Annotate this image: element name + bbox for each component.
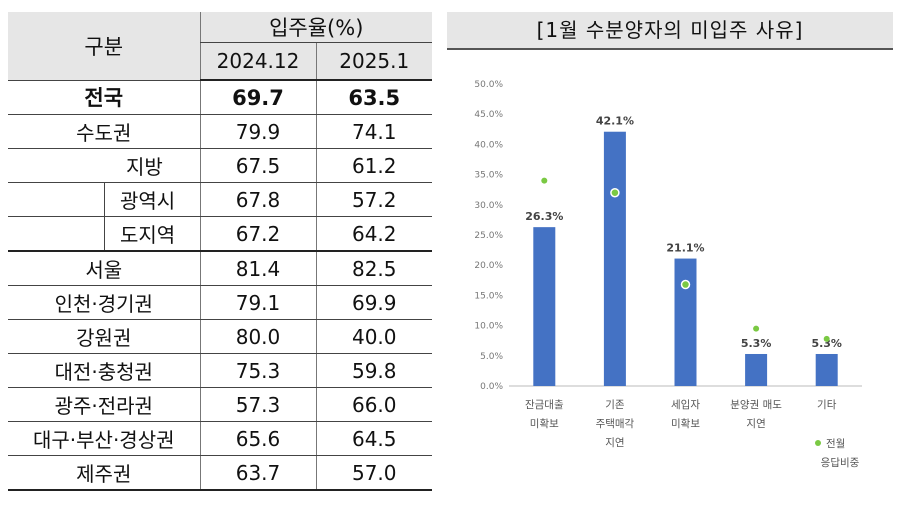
row-label: 대전·충청권 bbox=[8, 353, 200, 388]
prev-month-marker bbox=[823, 335, 830, 342]
row-value-curr: 74.1 bbox=[315, 114, 432, 149]
row-value-curr: 59.8 bbox=[315, 353, 432, 388]
row-value-prev: 79.1 bbox=[199, 285, 316, 320]
occupancy-rate-table: 구분 입주율(%) 2024.12 2025.1 전국 69.7 63.5 수도… bbox=[8, 12, 432, 491]
data-label: 21.1% bbox=[666, 242, 704, 255]
chart-title: [1월 수분양자의 미입주 사유] bbox=[447, 12, 893, 50]
y-tick-label: 50.0% bbox=[474, 80, 503, 90]
category-label: 미확보 bbox=[530, 417, 559, 430]
row-label: 광역시 bbox=[120, 189, 176, 213]
prev-month-marker bbox=[753, 325, 760, 332]
table-row-provinces: 지방 67.5 61.2 bbox=[8, 148, 432, 183]
non-occupancy-reasons-chart: [1월 수분양자의 미입주 사유] 0.0% 5.0% 10.0% 15.0% 20.0… bbox=[447, 12, 893, 500]
row-value-prev: 79.9 bbox=[199, 114, 316, 149]
occupancy-table-container: 구분 입주율(%) 2024.12 2025.1 전국 69.7 63.5 수도… bbox=[8, 12, 432, 491]
row-value-curr: 40.0 bbox=[315, 319, 432, 354]
table-row-gwangju-jeolla: 광주·전라권 57.3 66.0 bbox=[8, 387, 432, 422]
row-value-prev: 57.3 bbox=[199, 387, 316, 422]
row-label: 인천·경기권 bbox=[8, 285, 200, 320]
row-value-curr: 64.2 bbox=[315, 216, 432, 252]
row-label: 전국 bbox=[8, 80, 200, 115]
y-tick-label: 30.0% bbox=[474, 201, 503, 211]
row-value-prev: 75.3 bbox=[199, 353, 316, 388]
row-value-curr: 57.0 bbox=[315, 455, 432, 491]
row-value-prev: 67.2 bbox=[199, 216, 316, 252]
table-row-daegu-busan-gyeongsang: 대구·부산·경상권 65.6 64.5 bbox=[8, 421, 432, 456]
row-value-curr: 69.9 bbox=[315, 285, 432, 320]
table-row-capital-area: 수도권 79.9 74.1 bbox=[8, 114, 432, 149]
row-label: 서울 bbox=[8, 251, 200, 286]
row-value-prev: 80.0 bbox=[199, 319, 316, 354]
category-label: 지연 bbox=[746, 418, 765, 430]
data-label: 5.3% bbox=[741, 337, 772, 350]
row-label-cell: 광역시 bbox=[8, 182, 200, 217]
data-label: 5.3% bbox=[811, 337, 842, 350]
prev-month-marker bbox=[610, 187, 620, 198]
table-row-gangwon: 강원권 80.0 40.0 bbox=[8, 319, 432, 354]
table-row-daejeon-chungcheong: 대전·충청권 75.3 59.8 bbox=[8, 353, 432, 388]
row-value-curr: 61.2 bbox=[315, 148, 432, 183]
category-label: 기존 bbox=[605, 399, 625, 411]
category-label: 미확보 bbox=[671, 417, 700, 430]
header-col-2025-1: 2025.1 bbox=[315, 42, 432, 81]
category-label: 주택매각 bbox=[596, 418, 635, 430]
table-row-jeju: 제주권 63.7 57.0 bbox=[8, 455, 432, 491]
y-tick-label: 10.0% bbox=[474, 322, 503, 332]
prev-month-marker bbox=[541, 177, 548, 184]
data-label: 42.1% bbox=[596, 115, 634, 128]
data-label: 26.3% bbox=[525, 210, 563, 223]
row-label: 수도권 bbox=[8, 114, 200, 149]
row-value-curr: 66.0 bbox=[315, 387, 432, 422]
bar bbox=[745, 353, 768, 386]
header-occupancy-rate: 입주율(%) bbox=[199, 12, 432, 43]
row-value-prev: 69.7 bbox=[199, 80, 316, 115]
row-value-curr: 57.2 bbox=[315, 182, 432, 217]
table-row-seoul: 서울 81.4 82.5 bbox=[8, 251, 432, 286]
y-tick-label: 0.0% bbox=[480, 382, 503, 392]
category-label: 분양권 매도 bbox=[730, 399, 782, 411]
row-label: 대구·부산·경상권 bbox=[8, 421, 200, 456]
row-value-prev: 81.4 bbox=[199, 251, 316, 286]
y-tick-label: 45.0% bbox=[474, 110, 503, 120]
row-value-curr: 82.5 bbox=[315, 251, 432, 286]
legend-marker-icon bbox=[815, 440, 821, 446]
y-tick-label: 40.0% bbox=[474, 140, 503, 150]
category-label: 잔금대출 bbox=[525, 399, 564, 411]
row-value-curr: 64.5 bbox=[315, 421, 432, 456]
y-tick-label: 15.0% bbox=[474, 291, 503, 301]
prev-month-marker bbox=[680, 279, 691, 290]
bar bbox=[533, 227, 556, 386]
bar-chart-svg: 0.0% 5.0% 10.0% 15.0% 20.0% 25.0% 30.0% 35.0% 40… bbox=[474, 80, 862, 469]
table-row-incheon-gyeonggi: 인천·경기권 79.1 69.9 bbox=[8, 285, 432, 320]
y-tick-label: 35.0% bbox=[474, 171, 503, 181]
bar bbox=[603, 131, 626, 386]
category-label: 기타 bbox=[817, 399, 837, 411]
table-row-do-regions: 도지역 67.2 64.2 bbox=[8, 216, 432, 252]
y-tick-label: 5.0% bbox=[480, 352, 503, 362]
header-region: 구분 bbox=[8, 12, 200, 81]
header-col-2024-12: 2024.12 bbox=[199, 42, 316, 81]
legend-label: 전월 bbox=[826, 438, 845, 450]
row-label: 광주·전라권 bbox=[8, 387, 200, 422]
bar bbox=[674, 258, 697, 386]
legend-label: 응답비중 bbox=[821, 457, 860, 469]
table-row-metro-cities: 광역시 67.8 57.2 bbox=[8, 182, 432, 217]
table-row-nationwide: 전국 69.7 63.5 bbox=[8, 80, 432, 115]
bar bbox=[815, 353, 838, 386]
row-label: 도지역 bbox=[120, 223, 176, 247]
category-label: 지연 bbox=[605, 437, 624, 449]
y-tick-label: 20.0% bbox=[474, 261, 503, 271]
y-tick-label: 25.0% bbox=[474, 231, 503, 241]
row-value-prev: 63.7 bbox=[199, 455, 316, 491]
row-value-curr: 63.5 bbox=[315, 80, 432, 115]
row-value-prev: 65.6 bbox=[199, 421, 316, 456]
row-label: 제주권 bbox=[8, 455, 200, 491]
category-label: 세입자 bbox=[671, 398, 700, 411]
row-label: 강원권 bbox=[8, 319, 200, 354]
row-label: 지방 bbox=[8, 148, 200, 183]
row-label-cell: 도지역 bbox=[8, 216, 200, 252]
row-value-prev: 67.5 bbox=[199, 148, 316, 183]
row-value-prev: 67.8 bbox=[199, 182, 316, 217]
